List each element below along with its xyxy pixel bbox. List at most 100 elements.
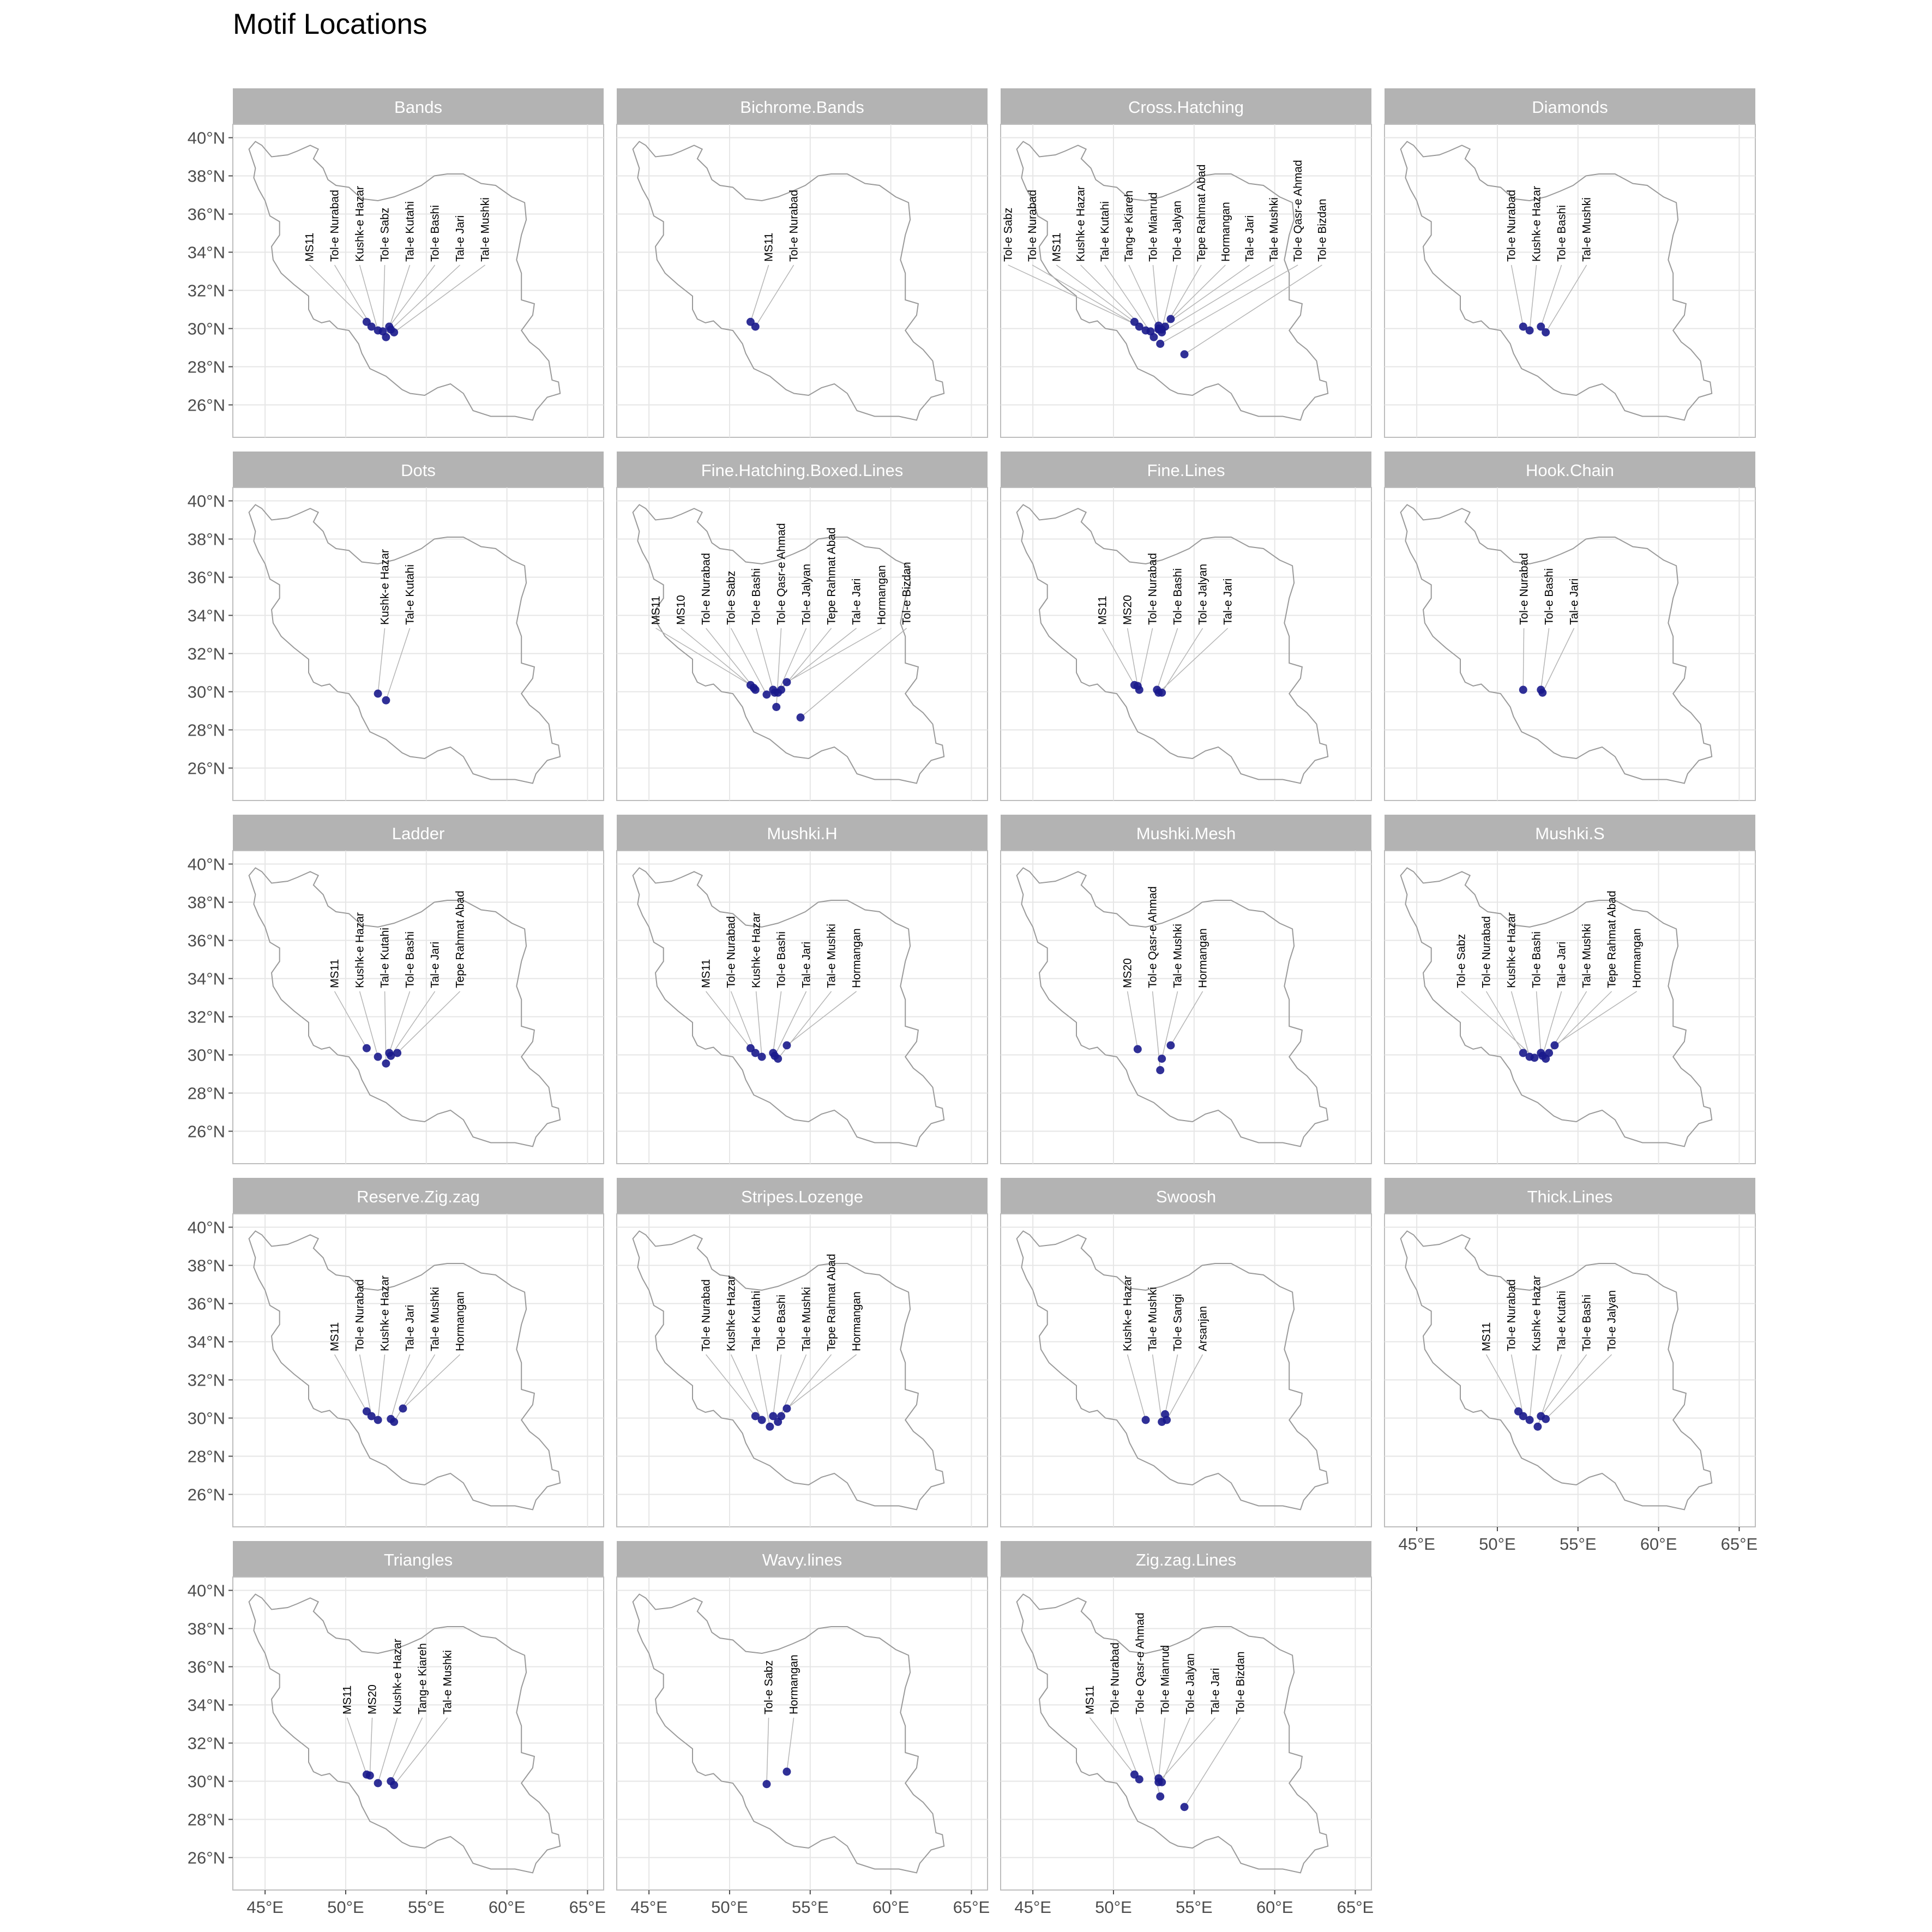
leader-line xyxy=(1161,1717,1191,1783)
site-label: Hormangan xyxy=(876,565,888,625)
leader-line xyxy=(1158,1717,1216,1783)
site-label: Tol-e Nurabad xyxy=(725,916,738,988)
site-label: Tol-e Sabz xyxy=(1455,934,1468,988)
facet-thick-lines: Thick.Lines MS11 Tol-e Nurabad Kushk-e Haza… xyxy=(1384,1178,1758,1554)
site-label: Tol-e Bashi xyxy=(429,205,442,262)
site-point xyxy=(1163,1416,1171,1424)
site-label: Kushk-e Hazar xyxy=(354,912,366,988)
facet-strip xyxy=(1385,88,1755,124)
site-label: Tol-e Jalyan xyxy=(1171,201,1184,262)
facet-dots: Dots Kushk-e Hazar Tal-e Kutahi 26°N 28°N 30°… xyxy=(188,452,604,801)
y-tick-label: 40°N xyxy=(188,492,225,511)
facet-strip xyxy=(1001,1178,1371,1214)
site-point xyxy=(1180,1803,1189,1811)
x-tick-label: 55°E xyxy=(408,1898,445,1917)
site-label: Kushk-e Hazar xyxy=(1531,1275,1543,1351)
site-label: MS11 xyxy=(763,233,775,262)
site-point xyxy=(382,1059,390,1068)
site-point xyxy=(1154,688,1163,697)
x-tick-label: 55°E xyxy=(792,1898,829,1917)
facet-mushki-s: Mushki.S Tol-e Sabz Tol-e Nurabad Kushk-e H… xyxy=(1384,815,1756,1164)
leader-line xyxy=(750,264,769,322)
leader-line xyxy=(755,991,762,1057)
site-point xyxy=(772,703,781,711)
site-label: Tol-e Nurabad xyxy=(1026,190,1039,262)
y-tick-label: 34°N xyxy=(188,1696,225,1715)
leader-line xyxy=(655,628,751,685)
iran-outline xyxy=(1400,141,1713,421)
leader-line xyxy=(730,628,767,695)
facet-grid: Bands MS11 Tol-e Nurabad Kushk-e Hazar Tol-e… xyxy=(188,88,1758,1917)
site-point xyxy=(751,685,760,694)
facet-panel xyxy=(616,487,988,801)
site-point xyxy=(367,1412,376,1421)
x-tick-label: 50°E xyxy=(1095,1898,1132,1917)
leader-line xyxy=(1127,991,1139,1050)
site-label: Tol-e Bashi xyxy=(404,931,417,988)
facet-strip xyxy=(233,88,604,124)
site-label: Tol-e Bashi xyxy=(750,568,763,625)
facet-mushki-h: Mushki.H MS11 Tol-e Nurabad Kushk-e Hazar To… xyxy=(616,815,988,1164)
site-label: Tol-e Bizdan xyxy=(1316,198,1328,262)
facet-panel xyxy=(616,124,988,438)
site-label: MS11 xyxy=(1050,233,1063,262)
facet-strip-label: Thick.Lines xyxy=(1527,1187,1613,1206)
site-label: Tal-e Kutahi xyxy=(750,1291,763,1351)
leader-line xyxy=(1510,1354,1524,1417)
site-label: MS11 xyxy=(650,596,663,625)
site-label: Tang-e Kiareh xyxy=(417,1643,429,1714)
facet-panel xyxy=(232,850,604,1164)
facet-strip-label: Mushki.H xyxy=(767,824,837,843)
site-point xyxy=(774,1055,783,1063)
facet-reserve-zig-zag: Reserve.Zig.zag MS11 Tol-e Nurabad Kushk-e … xyxy=(188,1178,604,1527)
facet-bands: Bands MS11 Tol-e Nurabad Kushk-e Hazar Tol-e… xyxy=(188,88,604,438)
site-point xyxy=(1135,1775,1143,1784)
leader-line xyxy=(1161,628,1203,693)
site-label: Tol-e Nurabad xyxy=(788,190,801,262)
site-label: Tol-e Qasr-e Ahmad xyxy=(775,523,788,625)
leader-line xyxy=(1485,991,1524,1054)
site-label: Tol-e Nurabad xyxy=(1480,916,1493,988)
site-label: Tol-e Bashi xyxy=(1172,568,1184,625)
site-label: Tal-e Mushki xyxy=(1147,1287,1159,1351)
site-point xyxy=(1519,1049,1527,1057)
site-point xyxy=(387,1051,395,1060)
leader-line xyxy=(309,264,367,322)
site-label: Tal-e Mushki xyxy=(479,197,492,262)
leader-line xyxy=(1485,1354,1519,1412)
y-tick-label: 36°N xyxy=(188,205,225,224)
leader-line xyxy=(1540,264,1562,327)
leader-line xyxy=(777,628,807,693)
leader-line xyxy=(705,628,756,690)
leader-line xyxy=(786,1717,795,1772)
site-point xyxy=(783,1041,791,1050)
site-point xyxy=(390,1781,399,1789)
site-label: Hormangan xyxy=(851,928,863,988)
facet-cross-hatching: Cross.Hatching Tol-e Sabz Tol-e Nurabad MS1… xyxy=(1000,88,1372,438)
site-label: Tal-e Kutahi xyxy=(1099,201,1111,262)
site-label: Tal-e Jari xyxy=(404,1305,417,1351)
leader-line xyxy=(1160,264,1298,345)
site-label: Kushk-e Hazar xyxy=(379,1275,392,1351)
y-tick-label: 38°N xyxy=(188,167,225,186)
site-label: MS20 xyxy=(366,1684,379,1714)
site-point xyxy=(751,322,760,331)
x-tick-label: 45°E xyxy=(1398,1534,1435,1554)
site-label: Tol-e Nurabad xyxy=(329,190,341,262)
site-label: Tol-e Mianrud xyxy=(1147,192,1159,262)
x-tick-label: 65°E xyxy=(1721,1534,1758,1554)
site-point xyxy=(777,1412,786,1421)
site-point xyxy=(1156,1792,1165,1801)
facet-strip-label: Zig.zag.Lines xyxy=(1136,1550,1236,1569)
leader-line xyxy=(800,628,907,718)
facet-strip xyxy=(1001,815,1371,851)
iran-outline xyxy=(248,1593,561,1874)
site-label: Tol-e Bizdan xyxy=(1235,1651,1247,1714)
facet-strip xyxy=(1385,452,1755,487)
leader-line xyxy=(1164,1354,1178,1415)
site-label: Tol-e Sangi xyxy=(1172,1294,1184,1351)
site-point xyxy=(1542,1415,1550,1423)
facet-panel xyxy=(616,850,988,1164)
site-point xyxy=(374,689,382,698)
iran-outline xyxy=(632,141,945,421)
